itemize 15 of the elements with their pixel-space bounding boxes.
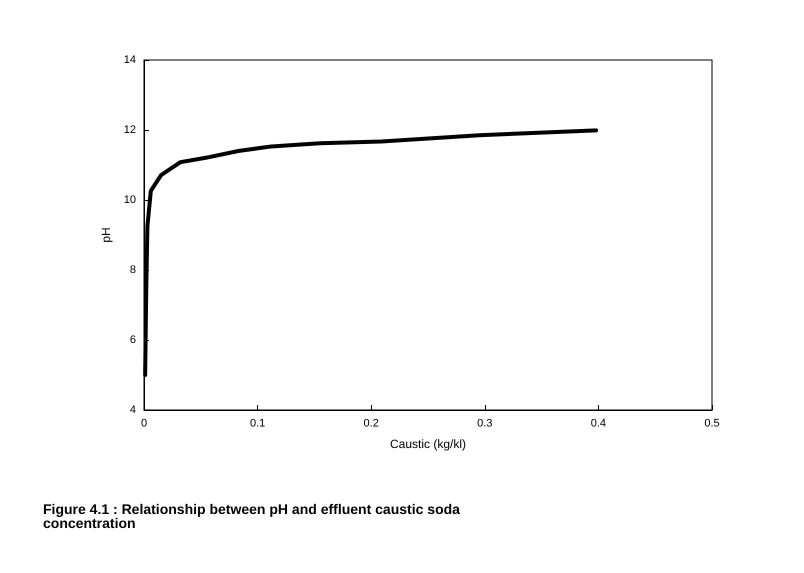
y-axis-title: pH [99, 227, 113, 243]
x-tick-label: 0.3 [477, 418, 492, 430]
y-tick-label: 8 [130, 264, 136, 276]
y-tick-label: 10 [124, 194, 136, 206]
x-tick-label: 0.2 [364, 418, 379, 430]
x-tick-label: 0.5 [704, 418, 720, 430]
x-tick-label: 0.1 [250, 418, 266, 430]
y-tick-label: 4 [130, 404, 136, 416]
x-tick-label: 0 [140, 418, 148, 430]
text: Figure 4.1 : Relationship between pH and effluent caustic soda concentration [43, 501, 464, 531]
y-tick-label: 12 [124, 124, 136, 136]
x-axis-title: Caustic (kg/kl) [390, 437, 466, 451]
y-tick-label: 6 [130, 334, 136, 346]
x-tick-label: 0.4 [590, 418, 606, 430]
y-tick-label: 14 [124, 54, 136, 66]
